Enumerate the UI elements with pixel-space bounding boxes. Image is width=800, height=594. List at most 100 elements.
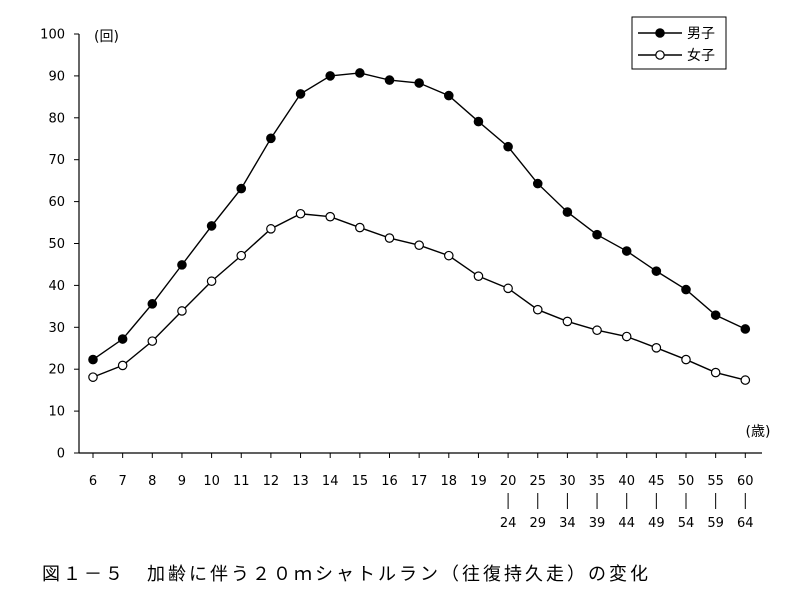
series-line	[92, 72, 746, 361]
data-point	[532, 178, 543, 189]
x-axis-unit: (歳)	[746, 424, 771, 440]
y-tick-label: 50	[48, 237, 65, 252]
chart-axes: (回) (歳)	[78, 29, 771, 454]
data-point	[681, 354, 691, 365]
y-tick-label: 30	[48, 321, 65, 336]
line-chart: (回) (歳) 0 10 20 30 40 50 60 70 80 90 100 6 7 8 9 10 11 12 1…	[40, 16, 771, 532]
y-tick-label: 0	[57, 447, 65, 462]
data-point	[355, 222, 365, 233]
legend-label: 男子	[687, 26, 715, 42]
data-point	[295, 89, 306, 99]
x-tick-label: 25	[529, 474, 546, 489]
legend-box	[631, 16, 727, 70]
data-point	[236, 183, 247, 194]
data-point	[88, 372, 98, 382]
y-tick-label: 90	[48, 69, 65, 84]
data-point	[651, 343, 662, 353]
y-tick-label: 100	[40, 28, 65, 43]
data-point	[88, 354, 98, 365]
x-tick-label: 35	[589, 474, 606, 489]
data-point	[740, 324, 751, 334]
data-point	[236, 250, 247, 261]
data-point	[295, 208, 306, 219]
data-point	[206, 221, 217, 231]
x-tick-label: 11	[233, 474, 250, 489]
x-tick-label-range-end: 39	[589, 516, 606, 531]
x-tick-label: 15	[352, 474, 369, 489]
data-point	[503, 283, 513, 294]
data-point	[266, 224, 276, 234]
data-point	[740, 375, 751, 385]
data-point	[177, 306, 187, 316]
data-point	[117, 360, 128, 371]
chart-series	[88, 68, 751, 385]
x-tick-label: 10	[203, 474, 220, 489]
y-tick-label: 10	[48, 405, 65, 420]
y-axis-unit: (回)	[94, 29, 119, 45]
data-point	[147, 299, 158, 309]
data-point	[681, 284, 691, 295]
data-point	[414, 240, 424, 250]
x-tick-label: 40	[618, 474, 635, 489]
data-point	[325, 211, 335, 222]
y-tick-label: 40	[48, 279, 65, 294]
data-point	[384, 75, 395, 85]
data-point	[621, 331, 632, 342]
data-point	[443, 250, 454, 261]
x-tick-label: 55	[707, 474, 724, 489]
legend-label: 女子	[687, 47, 715, 64]
series-line	[92, 213, 746, 381]
data-point	[473, 271, 484, 281]
chart-ticks: 0 10 20 30 40 50 60 70 80 90 100 6 7 8 9 10 11 12 13 14 15 16…	[40, 28, 753, 532]
x-tick-label-range-end: 29	[529, 516, 546, 531]
x-tick-label: 8	[148, 474, 156, 489]
data-point	[473, 116, 484, 127]
x-tick-label-range-end: 44	[618, 516, 635, 531]
data-point	[443, 90, 454, 101]
data-point	[710, 367, 721, 378]
x-tick-label: 20	[500, 474, 517, 489]
x-tick-label: 9	[178, 474, 186, 489]
figure-caption: 図１－５ 加齢に伴う２０ｍシャトルラン（往復持久走）の変化	[42, 564, 651, 585]
data-point	[562, 316, 573, 327]
x-tick-label: 45	[648, 474, 665, 489]
x-tick-label: 13	[292, 474, 309, 489]
series-1	[88, 68, 751, 365]
y-tick-label: 70	[48, 153, 65, 168]
data-point	[355, 68, 365, 78]
data-point	[325, 71, 335, 81]
x-tick-label: 14	[322, 474, 339, 489]
legend-marker	[655, 50, 665, 60]
x-tick-label: 16	[381, 474, 398, 489]
x-tick-label-range-end: 49	[648, 516, 665, 531]
data-point	[414, 78, 424, 88]
x-tick-label: 60	[737, 474, 754, 489]
x-tick-label-range-end: 59	[707, 516, 724, 531]
x-tick-label: 30	[559, 474, 576, 489]
data-point	[503, 141, 513, 152]
x-tick-label-range-end: 54	[678, 516, 695, 531]
x-tick-label: 18	[441, 474, 458, 489]
data-point	[651, 266, 662, 276]
data-point	[384, 233, 395, 243]
y-tick-label: 60	[48, 195, 65, 210]
x-tick-label: 7	[119, 474, 127, 489]
data-point	[592, 229, 602, 240]
data-point	[562, 207, 573, 217]
data-point	[266, 133, 276, 144]
x-tick-label: 6	[89, 474, 97, 489]
data-point	[592, 325, 602, 336]
x-tick-label-range-end: 24	[500, 516, 517, 531]
x-tick-label: 19	[470, 474, 487, 489]
x-tick-label-range-end: 64	[737, 516, 754, 531]
data-point	[206, 276, 217, 287]
y-tick-label: 20	[48, 363, 65, 378]
data-point	[621, 246, 632, 256]
y-tick-label: 80	[48, 111, 65, 126]
x-tick-label-range-end: 34	[559, 516, 576, 531]
data-point	[532, 304, 543, 315]
data-point	[117, 334, 128, 344]
series-2	[88, 208, 751, 385]
data-point	[177, 260, 187, 270]
